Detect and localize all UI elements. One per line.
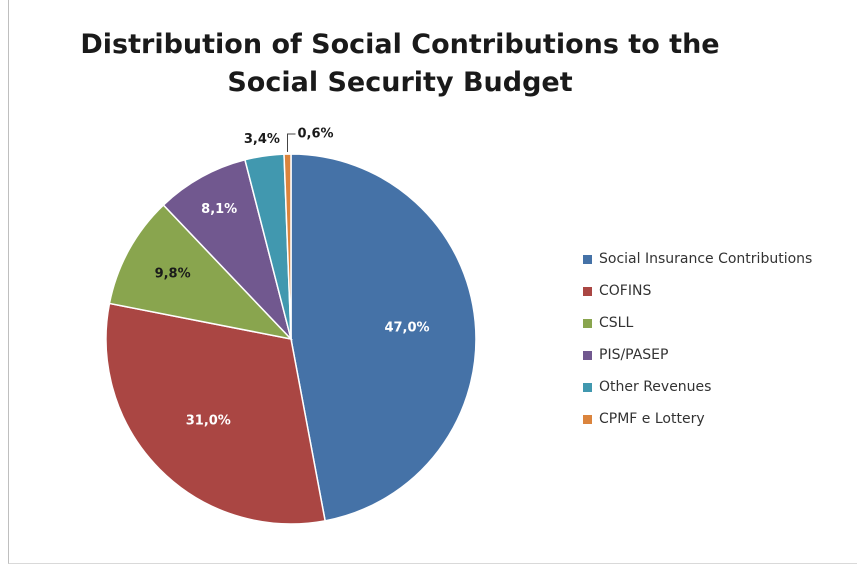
legend-label: CSLL [599, 315, 634, 331]
legend-swatch [583, 318, 592, 328]
chart-frame [8, 0, 857, 564]
legend-item: Other Revenues [583, 371, 812, 403]
legend-item: PIS/PASEP [583, 339, 812, 371]
legend-swatch [583, 254, 592, 264]
data-label: 3,4% [244, 132, 280, 147]
chart-title: Distribution of Social Contributions to … [60, 26, 740, 102]
legend-swatch [583, 286, 592, 296]
legend-label: PIS/PASEP [599, 347, 669, 363]
pie-slice [283, 153, 292, 340]
legend-item: Social Insurance Contributions [583, 243, 812, 275]
data-label: 8,1% [201, 202, 237, 217]
legend-item: CPMF e Lottery [583, 403, 812, 435]
legend-swatch [583, 350, 592, 360]
data-label: 0,6% [297, 127, 333, 142]
legend: Social Insurance Contributions COFINS CS… [583, 243, 812, 435]
legend-label: CPMF e Lottery [599, 411, 705, 427]
legend-label: Social Insurance Contributions [599, 251, 813, 267]
legend-item: CSLL [583, 307, 812, 339]
pie-slice [108, 203, 294, 341]
chart-title-line-1: Distribution of Social Contributions to … [80, 29, 720, 60]
legend-swatch [583, 382, 592, 392]
data-label: 31,0% [186, 414, 231, 429]
data-label: 47,0% [384, 321, 429, 336]
leader-line [287, 133, 296, 152]
data-label: 9,8% [155, 267, 191, 282]
legend-label: COFINS [599, 283, 652, 299]
legend-item: COFINS [583, 275, 812, 307]
pie-slice [105, 302, 327, 525]
pie-slice [290, 153, 477, 522]
pie-slice [162, 158, 293, 342]
legend-swatch [583, 414, 592, 424]
legend-label: Other Revenues [599, 379, 712, 395]
chart-title-line-2: Social Security Budget [227, 67, 573, 98]
